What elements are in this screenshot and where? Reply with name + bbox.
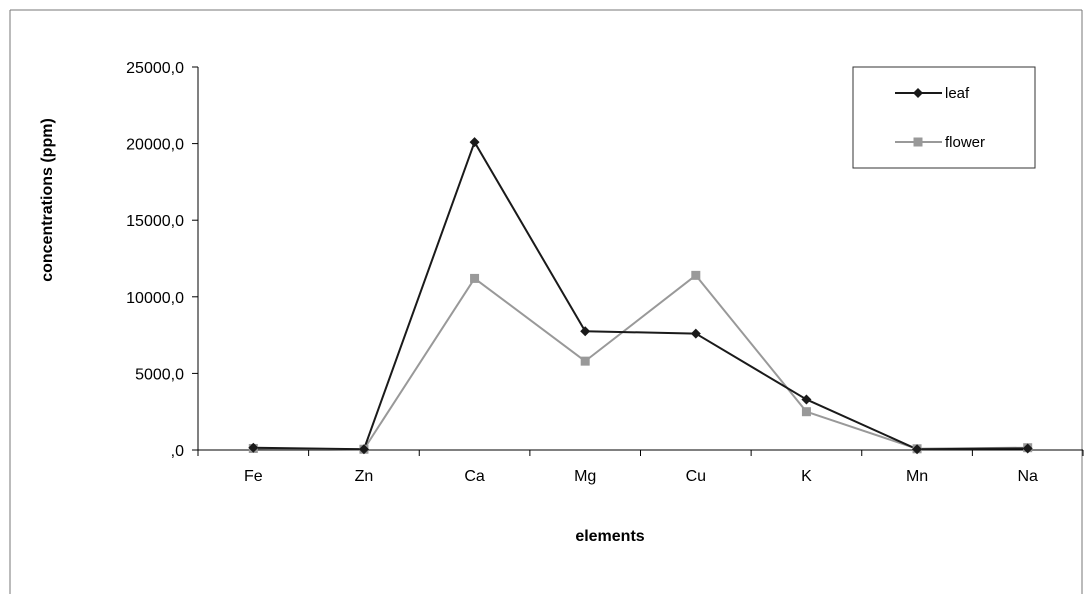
data-point-flower (580, 356, 590, 366)
y-axis-ticks: ,0 5000,0 10000,0 15000,0 20000,0 25000,0 (126, 60, 198, 460)
x-tick-label: Mg (574, 468, 596, 485)
data-point-flower (470, 273, 480, 283)
x-tick-label: Na (1017, 468, 1038, 485)
series-line-flower (253, 274, 1028, 451)
data-point-leaf (801, 394, 812, 405)
x-tick-label: Cu (686, 468, 706, 485)
data-point-leaf (469, 137, 480, 148)
y-tick-label: 5000,0 (135, 366, 184, 383)
y-tick-label: 15000,0 (126, 213, 184, 230)
legend: leaf flower (852, 66, 1036, 169)
x-axis-ticks: Fe Zn Ca Mg Cu K Mn Na (197, 450, 1084, 485)
x-tick-label: Fe (244, 468, 263, 485)
x-tick-label: Mn (906, 468, 928, 485)
data-point-leaf (580, 326, 591, 337)
y-tick-label: 10000,0 (126, 290, 184, 307)
x-tick-label: K (801, 468, 812, 485)
x-tick-label: Ca (464, 468, 485, 485)
y-tick-label: 25000,0 (126, 60, 184, 77)
legend-swatch-marker (913, 88, 923, 98)
series-line-leaf (253, 141, 1028, 451)
legend-box (852, 66, 1036, 169)
y-tick-label: 20000,0 (126, 137, 184, 154)
data-point-flower (801, 407, 811, 417)
series-lines (253, 141, 1028, 451)
y-axis-title: concentrations (ppm) (39, 118, 56, 282)
x-tick-label: Zn (355, 468, 374, 485)
y-tick-label: ,0 (171, 443, 184, 460)
data-point-leaf (690, 328, 701, 339)
legend-label-leaf: leaf (945, 85, 970, 102)
data-point-flower (691, 270, 701, 280)
series-markers (248, 137, 1033, 455)
data-point-leaf (912, 444, 923, 455)
legend-swatch-marker (913, 137, 923, 147)
data-point-leaf (358, 444, 369, 455)
data-point-leaf (248, 442, 259, 453)
legend-label-flower: flower (945, 134, 985, 151)
x-axis-title: elements (575, 528, 644, 545)
data-point-leaf (1022, 443, 1033, 454)
